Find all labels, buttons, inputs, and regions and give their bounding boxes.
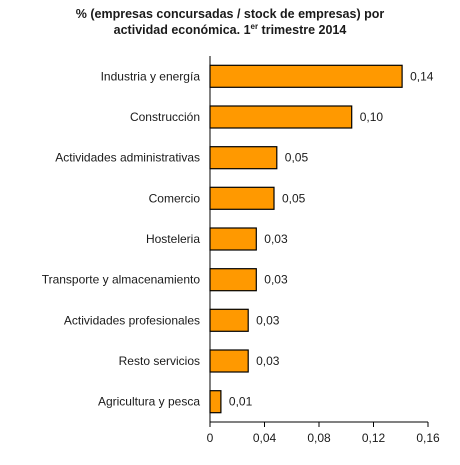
value-label: 0,10 [360,110,384,124]
x-tick-label: 0,16 [416,431,440,445]
category-label: Industria y energía [101,69,201,83]
category-label: Actividades administrativas [55,151,200,165]
bar [209,227,257,251]
bar [209,349,249,373]
bars-layer: Industria y energía 0,14 Construcción 0,10 A… [42,64,434,414]
value-label: 0,14 [410,69,434,83]
chart-title-line2-main: actividad económica. 1 [113,23,251,37]
x-tick-label: 0 [207,431,214,445]
x-tick-label: 0,12 [362,431,386,445]
bar [209,268,257,292]
x-tick-label: 0,08 [307,431,331,445]
bar [209,308,249,332]
bar [209,186,275,210]
chart-title-line2-end: trimestre 2014 [258,23,347,37]
category-label: Agricultura y pesca [98,395,200,409]
value-label: 0,03 [256,313,280,327]
value-label: 0,05 [285,151,309,165]
category-label: Resto servicios [119,354,200,368]
chart-title-superscript: er [250,21,259,31]
value-label: 0,05 [282,191,306,205]
chart-title-line1: % (empresas concursadas / stock de empre… [75,7,385,21]
category-label: Construcción [130,110,200,124]
chart-title-line2: actividad económica. 1er trimestre 2014 [0,22,460,38]
category-label: Hosteleria [146,232,200,246]
value-label: 0,01 [229,395,253,409]
category-label: Actividades profesionales [64,313,200,327]
x-tick-label: 0,04 [253,431,277,445]
bar [209,105,353,129]
value-label: 0,03 [256,354,280,368]
bar [209,64,403,88]
x-axis: 0 0,04 0,08 0,12 0,16 [207,56,440,445]
category-label: Transporte y almacenamiento [42,273,201,287]
bar [209,146,278,170]
bar [209,390,222,414]
chart-title: % (empresas concursadas / stock de empre… [0,6,460,38]
category-label: Comercio [149,191,201,205]
value-label: 0,03 [264,273,288,287]
value-label: 0,03 [264,232,288,246]
